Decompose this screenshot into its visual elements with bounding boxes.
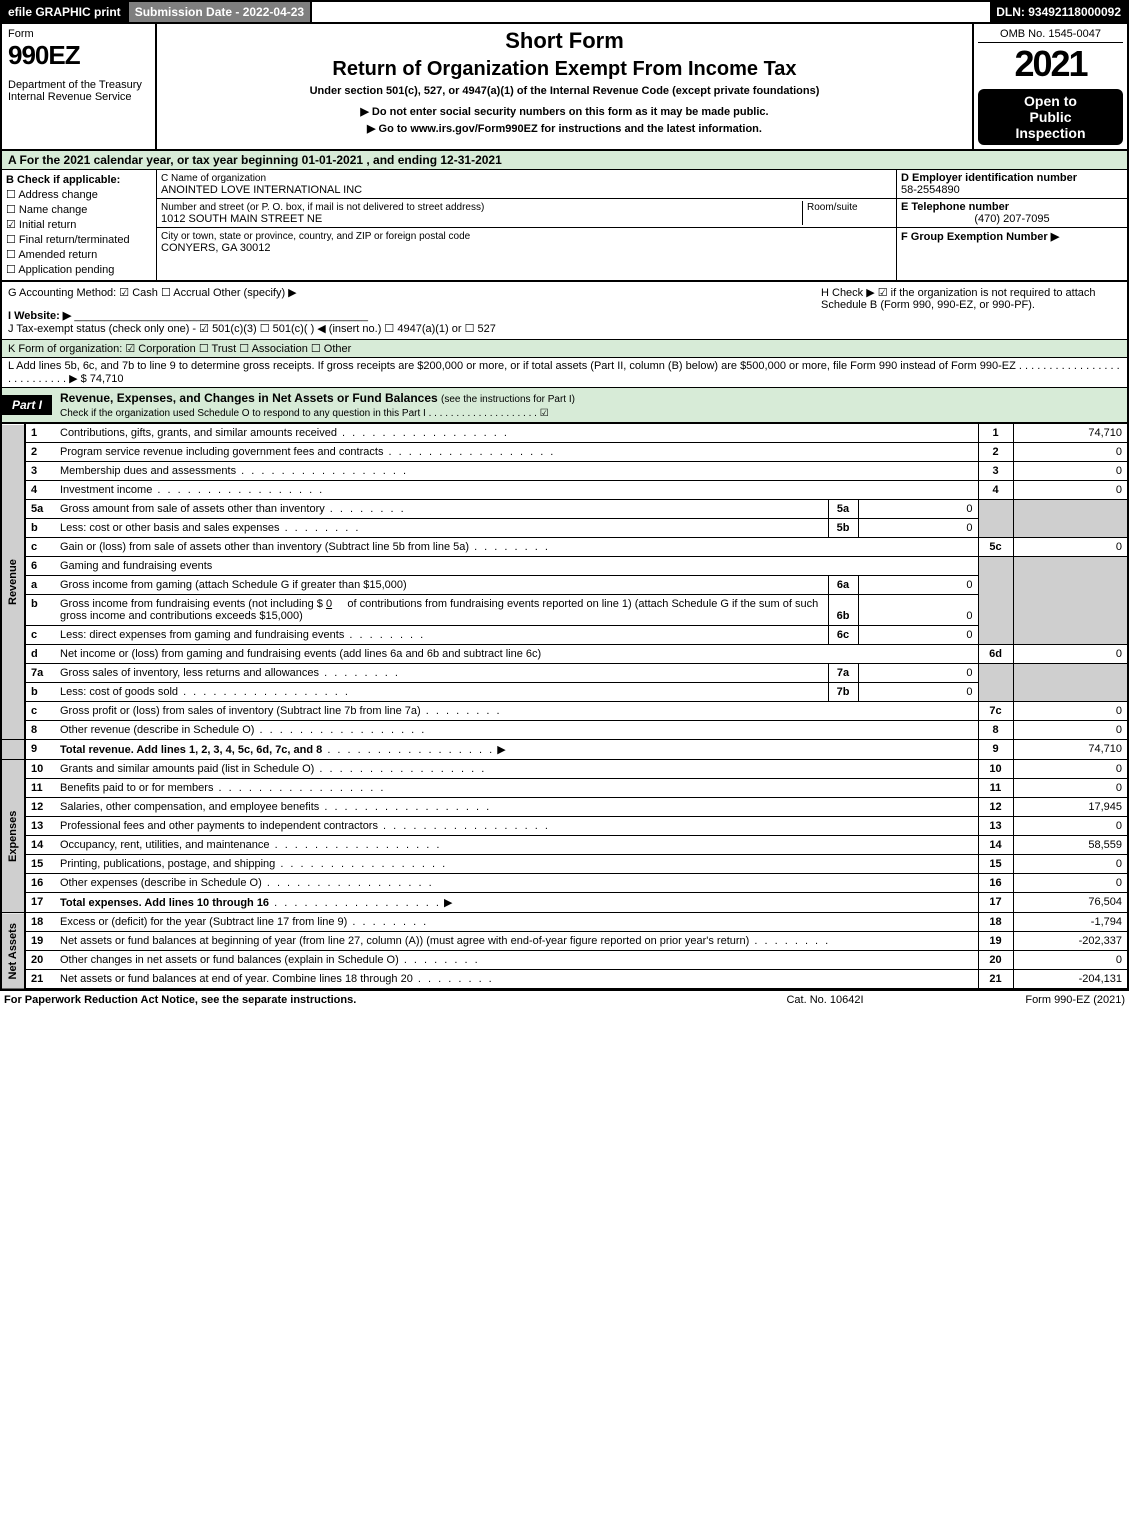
section-ghi: G Accounting Method: ☑ Cash ☐ Accrual Ot… [0, 282, 1129, 340]
form-right-block: OMB No. 1545-0047 2021 Open to Public In… [972, 24, 1127, 149]
line6d-val: 0 [1013, 645, 1128, 664]
under-section: Under section 501(c), 527, or 4947(a)(1)… [165, 85, 964, 97]
open-public-badge: Open to Public Inspection [978, 89, 1123, 145]
line6c-val: 0 [858, 626, 978, 645]
check-amended[interactable]: Amended return [6, 248, 152, 261]
check-initial-return[interactable]: Initial return [6, 218, 152, 231]
part1-header: Part I Revenue, Expenses, and Changes in… [0, 388, 1129, 423]
top-bar: efile GRAPHIC print Submission Date - 20… [0, 0, 1129, 22]
form-word: Form [8, 28, 149, 40]
submission-date: Submission Date - 2022-04-23 [129, 2, 312, 22]
section-a: A For the 2021 calendar year, or tax yea… [0, 151, 1129, 170]
form-title-block: Short Form Return of Organization Exempt… [157, 24, 972, 149]
line3-val: 0 [1013, 462, 1128, 481]
line14-val: 58,559 [1013, 836, 1128, 855]
section-c: C Name of organization ANOINTED LOVE INT… [157, 170, 897, 280]
org-street: 1012 SOUTH MAIN STREET NE [161, 213, 322, 225]
part1-tag: Part I [2, 395, 52, 415]
section-def: D Employer identification number 58-2554… [897, 170, 1127, 280]
check-app-pending[interactable]: Application pending [6, 263, 152, 276]
line11-val: 0 [1013, 779, 1128, 798]
line9-val: 74,710 [1013, 740, 1128, 760]
section-b: B Check if applicable: Address change Na… [2, 170, 157, 280]
website: I Website: ▶ ___________________________… [8, 309, 821, 322]
tax-year: 2021 [978, 43, 1123, 85]
phone: (470) 207-7095 [901, 213, 1123, 225]
check-final-return[interactable]: Final return/terminated [6, 233, 152, 246]
form-version: Form 990-EZ (2021) [925, 994, 1125, 1006]
line4-val: 0 [1013, 481, 1128, 500]
line5c-val: 0 [1013, 538, 1128, 557]
dept-treasury: Department of the Treasury [8, 79, 149, 91]
line16-val: 0 [1013, 874, 1128, 893]
check-address-change[interactable]: Address change [6, 188, 152, 201]
form-title: Return of Organization Exempt From Incom… [165, 58, 964, 81]
efile-link[interactable]: efile GRAPHIC print [2, 2, 129, 22]
tax-exempt-status: J Tax-exempt status (check only one) - ☑… [8, 322, 821, 335]
org-name: ANOINTED LOVE INTERNATIONAL INC [161, 184, 362, 196]
org-city: CONYERS, GA 30012 [161, 242, 270, 254]
gross-receipts: $ 74,710 [81, 373, 124, 385]
ein: 58-2554890 [901, 184, 960, 196]
line7b-val: 0 [858, 683, 978, 702]
line13-val: 0 [1013, 817, 1128, 836]
line1-val: 74,710 [1013, 424, 1128, 443]
form-header: Form 990EZ Department of the Treasury In… [0, 22, 1129, 151]
paperwork-notice: For Paperwork Reduction Act Notice, see … [4, 994, 725, 1006]
expenses-side-label: Expenses [1, 760, 25, 913]
line10-val: 0 [1013, 760, 1128, 779]
section-k: K Form of organization: ☑ Corporation ☐ … [0, 340, 1129, 358]
short-form-label: Short Form [165, 28, 964, 54]
line2-val: 0 [1013, 443, 1128, 462]
group-exemption: F Group Exemption Number ▶ [901, 231, 1059, 243]
goto-link[interactable]: ▶ Go to www.irs.gov/Form990EZ for instru… [165, 122, 964, 135]
accounting-method: G Accounting Method: ☑ Cash ☐ Accrual Ot… [8, 286, 821, 299]
ssn-warning: ▶ Do not enter social security numbers o… [165, 105, 964, 118]
section-l: L Add lines 5b, 6c, and 7b to line 9 to … [0, 358, 1129, 388]
line21-val: -204,131 [1013, 970, 1128, 990]
part1-table: Revenue 1 Contributions, gifts, grants, … [0, 423, 1129, 990]
form-number-block: Form 990EZ Department of the Treasury In… [2, 24, 157, 149]
line17-val: 76,504 [1013, 893, 1128, 913]
line12-val: 17,945 [1013, 798, 1128, 817]
line8-val: 0 [1013, 721, 1128, 740]
page-footer: For Paperwork Reduction Act Notice, see … [0, 990, 1129, 1009]
form-number: 990EZ [8, 40, 149, 71]
cat-number: Cat. No. 10642I [725, 994, 925, 1006]
dln: DLN: 93492118000092 [990, 2, 1127, 22]
line6a-val: 0 [858, 576, 978, 595]
line5a-val: 0 [858, 500, 978, 519]
revenue-side-label: Revenue [1, 424, 25, 740]
irs-label: Internal Revenue Service [8, 91, 149, 103]
org-info-grid: B Check if applicable: Address change Na… [0, 170, 1129, 282]
line15-val: 0 [1013, 855, 1128, 874]
netassets-side-label: Net Assets [1, 913, 25, 990]
line6b-val: 0 [858, 595, 978, 626]
omb-number: OMB No. 1545-0047 [978, 28, 1123, 43]
line20-val: 0 [1013, 951, 1128, 970]
part1-check: Check if the organization used Schedule … [60, 408, 549, 419]
check-name-change[interactable]: Name change [6, 203, 152, 216]
line18-val: -1,794 [1013, 913, 1128, 932]
line7a-val: 0 [858, 664, 978, 683]
section-h: H Check ▶ ☑ if the organization is not r… [821, 286, 1121, 335]
line5b-val: 0 [858, 519, 978, 538]
line19-val: -202,337 [1013, 932, 1128, 951]
line7c-val: 0 [1013, 702, 1128, 721]
